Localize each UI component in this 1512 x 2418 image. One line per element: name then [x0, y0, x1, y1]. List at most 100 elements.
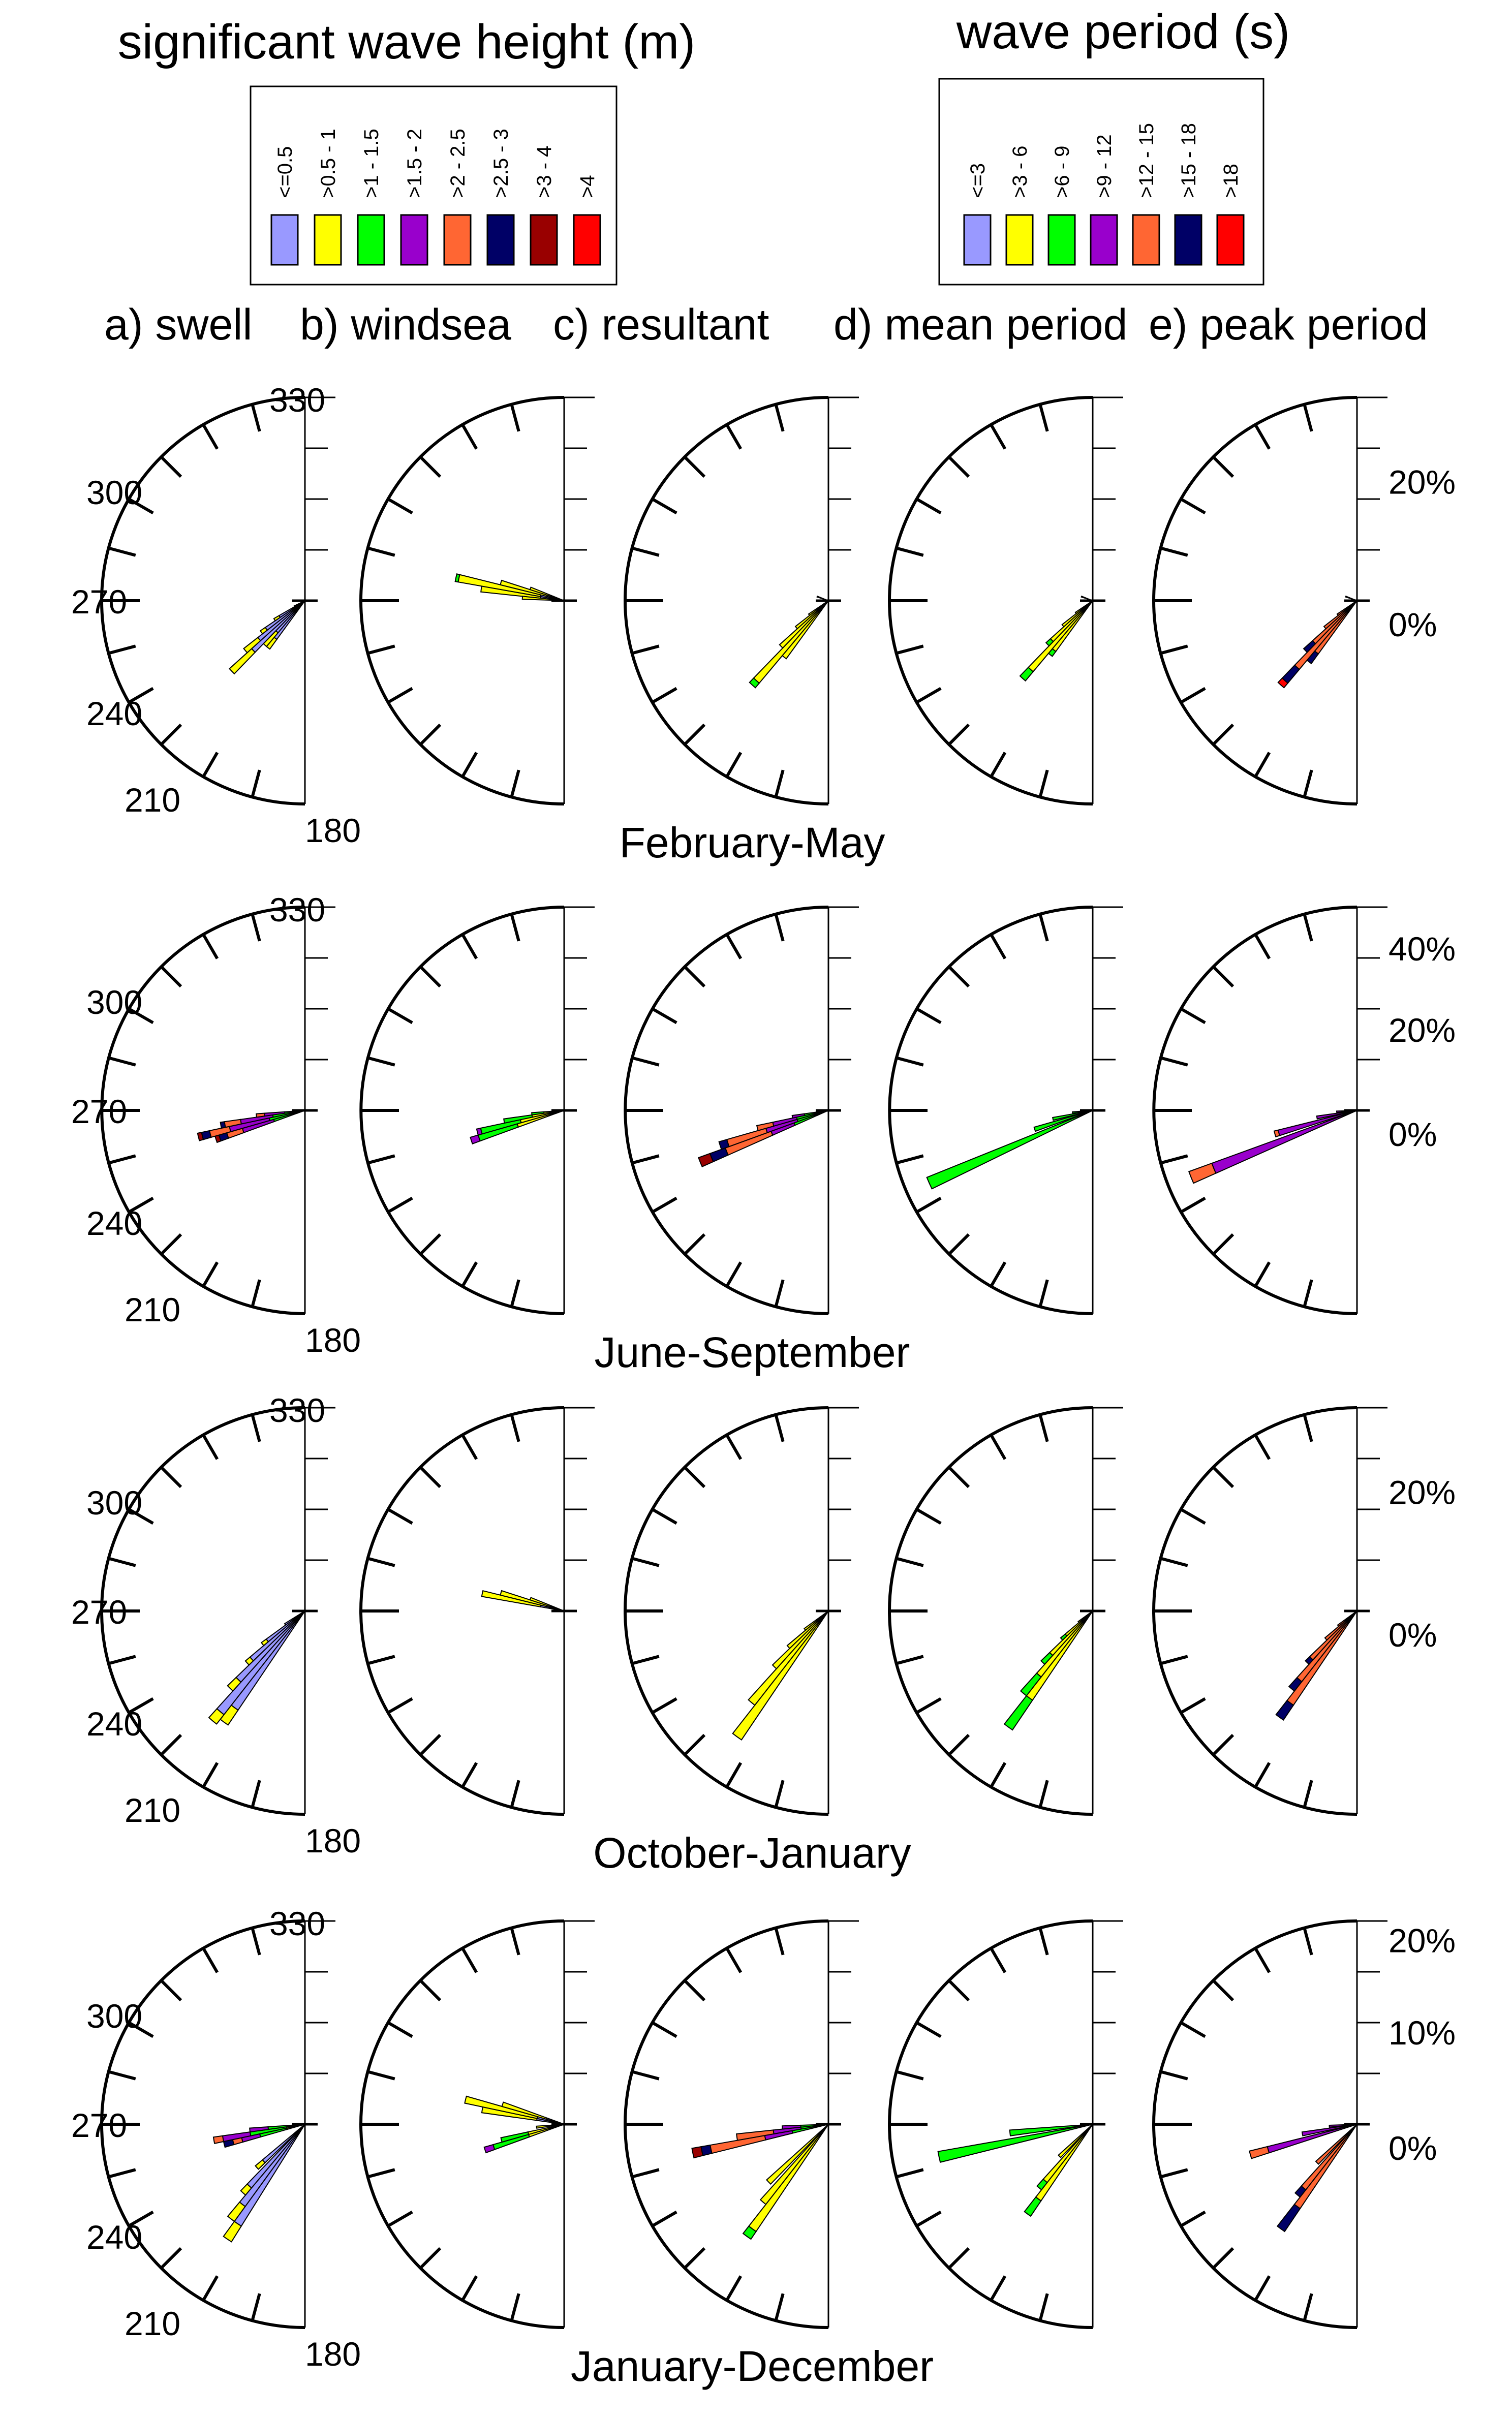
rose-direction-tick	[367, 2168, 395, 2179]
rose-petal-segment	[227, 1677, 242, 1692]
rose-direction-tick	[461, 1434, 478, 1460]
rose-petal-segment	[1277, 1110, 1357, 1136]
rose-direction-tick	[367, 546, 395, 557]
period-legend-swatch	[1090, 214, 1118, 266]
rose-petal-segment	[244, 1656, 254, 1666]
rose-panel	[359, 1919, 595, 2329]
rose-direction-tick	[684, 1233, 706, 1255]
rose-angle-label: 180	[305, 2335, 361, 2373]
rose-percent-label: 0%	[1388, 1616, 1437, 1654]
rose-direction-tick	[725, 752, 743, 778]
period-legend: wave period (s) <=3 >3 - 6 >6 - 9 >9 - 12 >1…	[938, 5, 1290, 286]
period-legend-swatch	[963, 214, 992, 266]
rose-direction-tick	[1254, 2275, 1271, 2301]
rose-direction-tick	[108, 2168, 136, 2179]
rose-direction-tick	[128, 1697, 154, 1714]
rose-direction-tick	[631, 1056, 660, 1067]
rose-petal-segment	[1293, 2130, 1353, 2210]
rose-direction-tick	[1254, 1762, 1271, 1788]
height-legend-swatch	[270, 214, 299, 266]
rose-petal-segment	[742, 2225, 757, 2240]
rose-direction-tick	[1160, 1557, 1188, 1567]
period-legend-class-label: >6 - 9	[1051, 146, 1073, 198]
rose-petal-segment	[256, 1112, 265, 1118]
rose-panel	[888, 396, 1123, 805]
rose-petal-segment	[1074, 601, 1091, 614]
rose-direction-tick	[251, 1414, 261, 1442]
rose-direction-tick	[128, 2210, 154, 2227]
rose-petal-segment	[273, 615, 281, 622]
rose-angle-label: 270	[71, 583, 127, 621]
rose-panel: 330 300 270 240 210 180	[71, 1905, 361, 2373]
rose-direction-tick	[461, 2275, 478, 2301]
rose-direction-tick	[387, 2021, 413, 2038]
rose-petal-segment	[1288, 1677, 1303, 1692]
rose-direction-tick	[990, 1261, 1007, 1287]
rose-panel: 40% 20% 0%	[1152, 906, 1456, 1315]
rose-petal-segment	[1296, 1615, 1354, 1683]
column-title-mean-period: d) mean period	[834, 300, 1127, 349]
rose-direction-tick	[251, 769, 261, 798]
rose-direction-tick	[725, 934, 743, 959]
rose-petal-segment	[791, 1113, 806, 1119]
rose-angle-label: 270	[71, 1093, 127, 1130]
rose-direction-tick	[461, 1947, 478, 1973]
rose-petal-segment	[779, 604, 825, 649]
rose-percent-label: 20%	[1388, 1011, 1456, 1049]
rose-direction-tick	[896, 1154, 924, 1165]
rose-direction-tick	[1254, 1947, 1271, 1973]
rose-petal-segment	[804, 1614, 825, 1631]
height-legend-swatch	[530, 214, 558, 266]
rose-direction-tick	[1303, 404, 1313, 432]
rose-direction-tick	[108, 1056, 136, 1067]
rose-direction-tick	[1160, 2168, 1188, 2179]
rose-direction-tick	[990, 2275, 1007, 2301]
rose-angle-label: 240	[86, 1204, 142, 1242]
rose-direction-tick	[1254, 424, 1271, 450]
rose-petal-segment	[1036, 2178, 1048, 2191]
rose-panel: 330 300 270 240 210 180	[71, 1391, 361, 1859]
rose-direction-tick	[202, 934, 219, 959]
rose-direction-tick	[510, 1279, 520, 1308]
rose-direction-tick	[725, 1947, 743, 1973]
rose-direction-tick	[461, 1762, 478, 1788]
rose-direction-tick	[774, 1279, 785, 1308]
rose-direction-tick	[367, 2070, 395, 2081]
rose-direction-tick	[1180, 1196, 1206, 1214]
rose-petal-segment	[216, 1610, 305, 1716]
rose-petal-segment	[937, 2125, 1085, 2163]
rose-petal-segment	[293, 600, 305, 608]
rose-petal-segment	[772, 1614, 825, 1670]
rose-petal-segment	[228, 648, 256, 675]
period-legend-swatch	[1005, 214, 1034, 266]
rose-direction-tick	[948, 2247, 970, 2269]
rose-direction-tick	[990, 1762, 1007, 1788]
rose-petal-segment	[1293, 604, 1354, 670]
rose-direction-tick	[1160, 1655, 1188, 1665]
rose-panel	[359, 1406, 595, 1816]
rose-direction-tick	[684, 1733, 706, 1756]
rose-direction-tick	[916, 687, 942, 704]
rose-direction-tick	[916, 498, 942, 515]
rose-angle-label: 300	[86, 983, 142, 1021]
rose-petal-segment	[1286, 1615, 1354, 1706]
rose-petal-segment	[718, 1139, 730, 1150]
rose-petal-segment	[1045, 638, 1054, 647]
rose-petal-segment	[1275, 1699, 1294, 1721]
rose-direction-tick	[774, 769, 785, 798]
period-legend-swatch	[1216, 214, 1245, 266]
rose-petal-segment	[454, 573, 460, 583]
rose-direction-tick	[896, 1557, 924, 1567]
rose-petal-segment	[1315, 2129, 1351, 2165]
period-legend-class-label: <=3	[967, 163, 989, 198]
rose-petal-segment	[1273, 1129, 1281, 1138]
rose-petal-segment	[521, 596, 553, 601]
rose-direction-tick	[1038, 1414, 1049, 1442]
rose-petal-segment	[259, 627, 268, 635]
rose-direction-tick	[631, 2168, 660, 2179]
height-legend-class-label: >4	[576, 175, 599, 198]
rose-direction-tick	[684, 1466, 706, 1489]
rose-direction-tick	[108, 2070, 136, 2081]
rose-angle-label: 270	[71, 2106, 127, 2144]
rose-direction-tick	[725, 1762, 743, 1788]
